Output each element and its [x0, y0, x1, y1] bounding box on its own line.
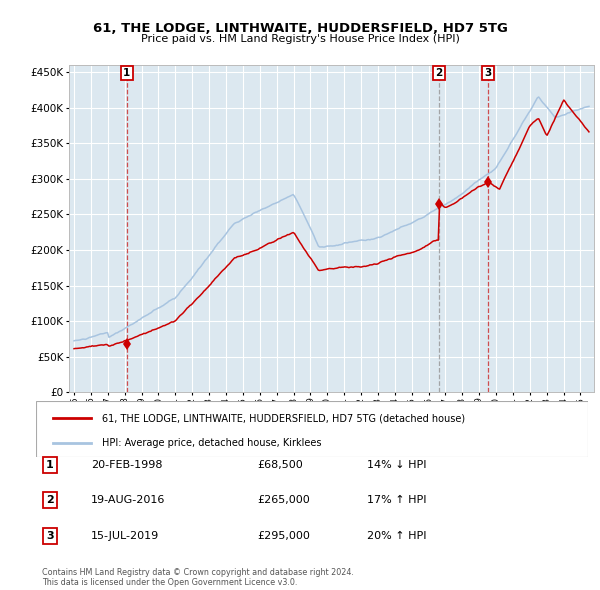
Text: 3: 3 [46, 531, 53, 540]
Text: 20% ↑ HPI: 20% ↑ HPI [367, 531, 427, 540]
Text: 20-FEB-1998: 20-FEB-1998 [91, 460, 163, 470]
Text: 19-AUG-2016: 19-AUG-2016 [91, 496, 166, 505]
Text: 61, THE LODGE, LINTHWAITE, HUDDERSFIELD, HD7 5TG (detached house): 61, THE LODGE, LINTHWAITE, HUDDERSFIELD,… [102, 413, 466, 423]
Text: 2: 2 [436, 68, 443, 78]
Text: HPI: Average price, detached house, Kirklees: HPI: Average price, detached house, Kirk… [102, 438, 322, 448]
Text: £68,500: £68,500 [257, 460, 302, 470]
Text: £295,000: £295,000 [257, 531, 310, 540]
Text: 1: 1 [46, 460, 53, 470]
Text: £265,000: £265,000 [257, 496, 310, 505]
Text: Contains HM Land Registry data © Crown copyright and database right 2024.
This d: Contains HM Land Registry data © Crown c… [42, 568, 354, 587]
FancyBboxPatch shape [36, 401, 588, 457]
Text: 3: 3 [485, 68, 492, 78]
Text: 15-JUL-2019: 15-JUL-2019 [91, 531, 160, 540]
Text: 14% ↓ HPI: 14% ↓ HPI [367, 460, 427, 470]
Text: Price paid vs. HM Land Registry's House Price Index (HPI): Price paid vs. HM Land Registry's House … [140, 34, 460, 44]
Text: 61, THE LODGE, LINTHWAITE, HUDDERSFIELD, HD7 5TG: 61, THE LODGE, LINTHWAITE, HUDDERSFIELD,… [92, 22, 508, 35]
Text: 2: 2 [46, 496, 53, 505]
Text: 1: 1 [123, 68, 131, 78]
Text: 17% ↑ HPI: 17% ↑ HPI [367, 496, 427, 505]
